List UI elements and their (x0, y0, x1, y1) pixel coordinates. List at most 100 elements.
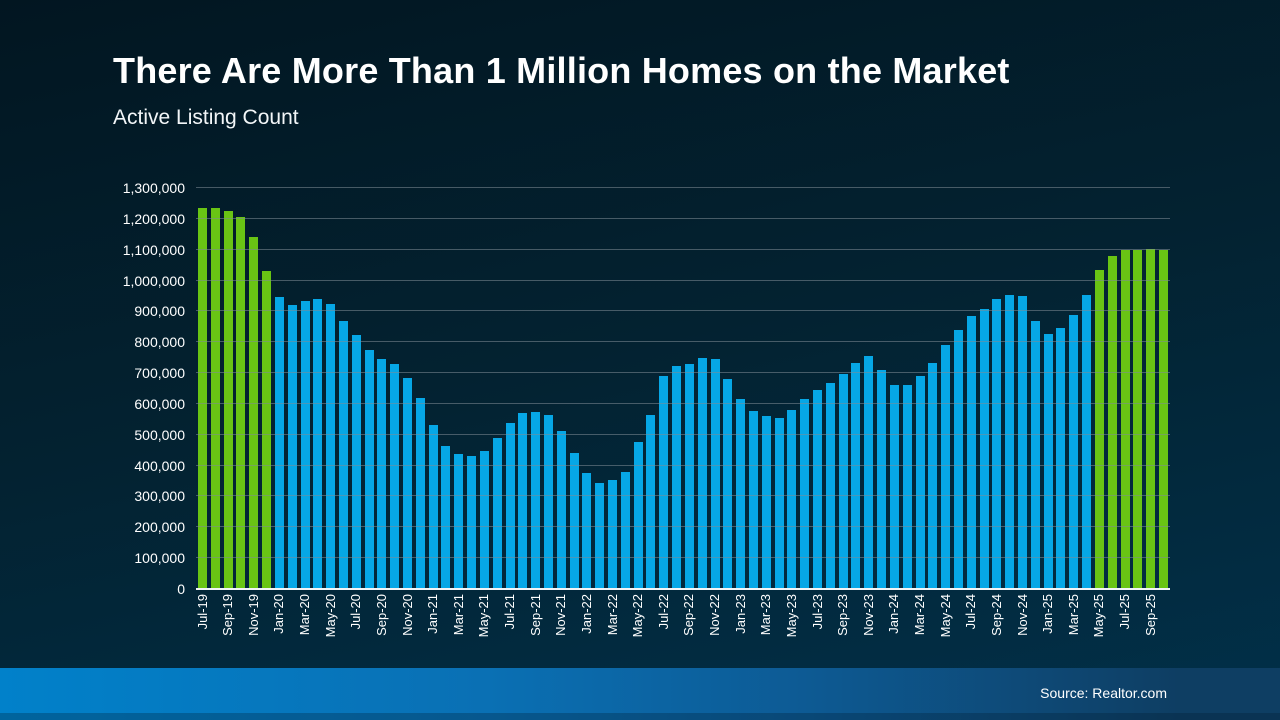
x-tick-label: Sep-19 (220, 594, 236, 636)
y-tick-label: 1,100,000 (122, 241, 185, 258)
bar-Aug-25 (1133, 249, 1143, 589)
bar-Aug-19 (210, 208, 220, 589)
x-tick-label: Sep-21 (527, 594, 543, 636)
y-tick-label: 900,000 (134, 303, 185, 320)
bar-Dec-20 (415, 397, 425, 589)
bar-chart-plot-area (196, 187, 1170, 590)
bar-Aug-20 (364, 349, 374, 589)
y-tick-label: 800,000 (134, 334, 185, 351)
bar-Feb-21 (441, 446, 451, 589)
bar-Aug-22 (672, 365, 682, 589)
bar-May-24 (941, 344, 951, 589)
y-tick-label: 300,000 (134, 488, 185, 505)
x-tick-label: Sep-20 (373, 594, 389, 636)
x-tick-label: Mar-22 (604, 594, 620, 636)
bar-Nov-21 (556, 431, 566, 589)
bar-series (196, 188, 1170, 589)
bar-Jul-19 (198, 208, 207, 589)
bar-Aug-21 (518, 413, 528, 589)
bar-Apr-21 (467, 456, 477, 589)
footer-bar: Source: Realtor.com (0, 668, 1280, 720)
x-tick-label: May-21 (476, 594, 492, 638)
x-tick-label: Nov-20 (399, 594, 415, 636)
bar-Nov-23 (864, 356, 874, 589)
y-tick-label: 100,000 (134, 550, 185, 567)
bar-May-23 (787, 410, 797, 589)
bar-Dec-21 (569, 452, 579, 589)
bar-Jun-21 (492, 438, 502, 589)
chart-subtitle: Active Listing Count (113, 106, 299, 129)
bar-Feb-22 (595, 483, 605, 589)
bar-Sep-23 (838, 374, 848, 589)
bar-Apr-20 (313, 299, 323, 589)
x-tick-label: Jul-20 (348, 594, 364, 630)
bar-Jul-22 (659, 376, 669, 589)
x-tick-label: Sep-22 (681, 594, 697, 636)
bar-Apr-22 (620, 472, 630, 589)
bar-Nov-20 (403, 377, 412, 589)
bar-Sep-19 (223, 211, 233, 589)
bar-Jan-20 (274, 296, 284, 589)
bar-Jan-23 (736, 399, 746, 589)
bar-Jul-24 (966, 316, 976, 589)
x-tick-label: May-20 (322, 594, 338, 638)
bar-Oct-22 (697, 357, 707, 589)
x-tick-label: Sep-24 (988, 594, 1004, 636)
bar-Jan-22 (582, 472, 592, 589)
bar-Aug-24 (979, 308, 989, 589)
x-tick-label: May-25 (1091, 594, 1107, 638)
bar-Oct-21 (543, 415, 553, 589)
bar-Dec-22 (723, 379, 733, 589)
y-tick-label: 500,000 (134, 426, 185, 443)
x-tick-label: Mar-20 (297, 594, 312, 636)
bar-Mar-24 (915, 376, 925, 589)
bar-Dec-19 (262, 270, 272, 589)
x-tick-label: Nov-23 (860, 594, 876, 636)
y-tick-label: 1,300,000 (122, 180, 185, 196)
source-attribution: Source: Realtor.com (1040, 685, 1167, 701)
bar-Sep-22 (684, 363, 694, 589)
x-tick-label: Nov-21 (553, 594, 569, 636)
y-tick-label: 200,000 (134, 519, 185, 536)
x-tick-label: Jan-24 (886, 594, 902, 634)
bar-Mar-25 (1069, 314, 1079, 589)
x-tick-label: Jul-24 (963, 594, 979, 630)
x-tick-label: Mar-21 (450, 594, 466, 636)
x-tick-label: Sep-23 (835, 594, 851, 636)
x-tick-label: Jul-25 (1117, 594, 1133, 630)
bar-Feb-23 (748, 411, 758, 589)
bar-May-25 (1094, 269, 1104, 589)
bar-May-21 (479, 451, 489, 589)
bar-Jun-25 (1107, 255, 1117, 589)
y-tick-label: 1,200,000 (122, 210, 185, 227)
x-tick-label: Mar-25 (1065, 594, 1081, 636)
x-axis-line (196, 588, 1170, 590)
x-tick-label: Nov-22 (707, 594, 723, 636)
bar-Jan-21 (428, 424, 438, 589)
bar-Apr-25 (1082, 294, 1092, 589)
bar-May-20 (326, 303, 336, 589)
y-tick-label: 0 (177, 581, 185, 597)
x-tick-label: May-23 (783, 594, 799, 638)
bar-Jan-25 (1043, 333, 1053, 589)
bar-Jun-23 (800, 399, 810, 589)
bar-Feb-24 (902, 384, 912, 589)
bar-Dec-24 (1030, 321, 1040, 589)
x-tick-label: Jul-21 (502, 594, 518, 630)
bar-Jul-23 (813, 390, 822, 589)
bar-Aug-23 (825, 383, 835, 589)
bar-Jun-22 (646, 414, 656, 589)
bar-Sep-20 (377, 358, 387, 589)
bar-Jun-20 (338, 320, 348, 589)
x-tick-label: Jan-20 (271, 594, 287, 634)
x-tick-label: Jan-23 (732, 594, 748, 634)
bar-Nov-24 (1018, 295, 1027, 589)
bar-Dec-23 (877, 369, 887, 589)
x-tick-label: Jan-21 (425, 594, 441, 634)
bar-Sep-21 (531, 411, 541, 589)
y-tick-label: 1,000,000 (122, 272, 185, 289)
bar-May-22 (633, 442, 643, 589)
x-tick-label: May-22 (630, 594, 646, 638)
y-tick-label: 400,000 (134, 457, 185, 474)
bar-Oct-25 (1158, 250, 1168, 589)
